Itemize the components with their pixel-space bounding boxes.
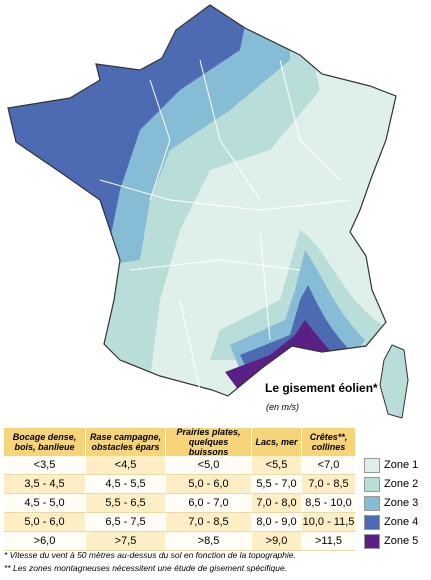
zone-label: Zone 2 xyxy=(384,478,419,490)
table-cell: 6,5 - 7,5 xyxy=(86,513,166,532)
column-header: Crêtes**, collines xyxy=(302,428,356,456)
map-unit: (en m/s) xyxy=(266,402,299,412)
table-cell: >8,5 xyxy=(166,532,252,551)
corsica xyxy=(379,344,409,419)
table-cell: >6,0 xyxy=(4,532,86,551)
table-cell: >11,5 xyxy=(302,532,356,551)
zone-swatch xyxy=(364,496,380,511)
table-cell: 6,0 - 7,0 xyxy=(166,494,252,513)
table-cell: <7,0 xyxy=(302,456,356,475)
zone-swatch xyxy=(364,458,380,473)
map: Le gisement éolien* (en m/s) xyxy=(7,4,409,419)
france-outline xyxy=(7,4,397,397)
column-header: Bocage dense, bois, banlieue xyxy=(4,428,86,456)
table-cell: 8,0 - 9,0 xyxy=(252,513,302,532)
zone-swatch xyxy=(364,515,380,530)
table-cell: >7,5 xyxy=(86,532,166,551)
table-cell: 7,0 - 8,0 xyxy=(252,494,302,513)
table-cell: 4,5 - 5,0 xyxy=(4,494,86,513)
table-cell: <5,5 xyxy=(252,456,302,475)
zone-swatch xyxy=(364,534,380,549)
zone-label: Zone 5 xyxy=(384,535,419,547)
table-cell: <3,5 xyxy=(4,456,86,475)
column-header: Rase campagne, obstacles épars xyxy=(86,428,166,456)
zone-swatch xyxy=(364,477,380,492)
column-header: Lacs, mer xyxy=(252,428,302,456)
table-cell: 3,5 - 4,5 xyxy=(4,475,86,494)
zone-label: Zone 4 xyxy=(384,516,419,528)
table-cell: 8,5 - 10,0 xyxy=(302,494,356,513)
map-title: Le gisement éolien* xyxy=(265,381,378,395)
region-borders xyxy=(99,59,351,391)
zone-label: Zone 3 xyxy=(384,497,419,509)
footnote: * Vitesse du vent à 50 mètres au-dessus … xyxy=(4,550,296,560)
table-cell: 5,0 - 6,0 xyxy=(4,513,86,532)
table-cell: <5,0 xyxy=(166,456,252,475)
table-cell: 5,5 - 6,5 xyxy=(86,494,166,513)
column-header: Prairies plates, quelques buissons xyxy=(166,427,252,457)
table-cell: 10,0 - 11,5 xyxy=(302,513,356,532)
table-cell: 4,5 - 5,5 xyxy=(86,475,166,494)
table-cell: <4,5 xyxy=(86,456,166,475)
table-cell: 7,0 - 8,5 xyxy=(166,513,252,532)
table-cell: >9,0 xyxy=(252,532,302,551)
zone-label: Zone 1 xyxy=(384,459,419,471)
footnote: ** Les zones montagneuses nécessitent un… xyxy=(4,563,288,573)
table-cell: 7,0 - 8,5 xyxy=(302,475,356,494)
wind-zones xyxy=(8,5,396,396)
table-cell: 5,5 - 7,0 xyxy=(252,475,302,494)
table-cell: 5,0 - 6,0 xyxy=(166,475,252,494)
